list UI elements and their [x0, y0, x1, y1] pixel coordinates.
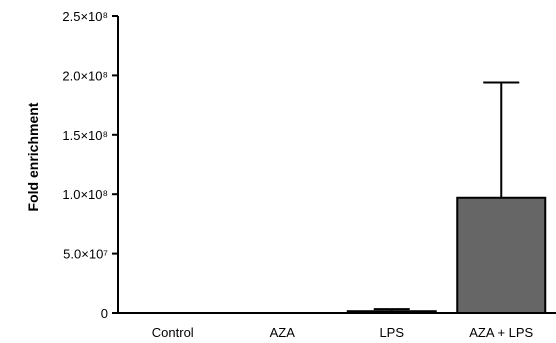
x-category-label-1: AZA — [270, 325, 296, 340]
bars — [346, 196, 547, 315]
y-axis-label: Fold enrichment — [25, 102, 41, 211]
y-tick-label-1: 5.0×10⁷ — [63, 247, 108, 262]
x-category-label-0: Control — [152, 325, 194, 340]
y-tick-label-5: 2.5×10⁸ — [62, 9, 108, 24]
bar-3 — [456, 196, 547, 315]
y-tick-label-0: 0 — [101, 306, 108, 321]
y-axis-ticks: 0 5.0×10⁷ 1.0×10⁸ 1.5×10⁸ 2.0×10⁸ 2.5×10⁸ — [62, 9, 118, 321]
y-tick-label-3: 1.5×10⁸ — [62, 128, 108, 143]
y-tick-label-2: 1.0×10⁸ — [62, 187, 108, 202]
error-bar-2 — [373, 308, 410, 312]
y-tick-label-4: 2.0×10⁸ — [62, 68, 108, 83]
error-bar-3 — [483, 81, 520, 198]
x-category-label-3: AZA + LPS — [469, 325, 533, 340]
x-category-label-2: LPS — [379, 325, 404, 340]
error-bars — [373, 81, 520, 312]
x-axis-labels: Control AZA LPS AZA + LPS — [152, 325, 534, 340]
